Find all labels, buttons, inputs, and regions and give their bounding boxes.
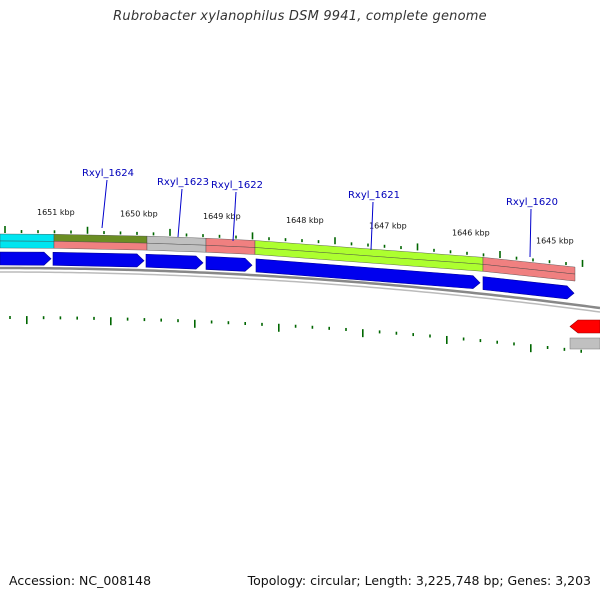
feature-band-lower <box>0 240 55 249</box>
cds-arrow <box>145 253 204 270</box>
minus-strand-arrow <box>569 319 600 334</box>
gene-leader-line <box>529 208 532 258</box>
accession-text: Accession: NC_008148 <box>9 573 152 588</box>
backbone-line <box>0 266 600 310</box>
gene-label: Rxyl_1620 <box>506 197 558 208</box>
cds-arrow <box>255 258 481 289</box>
map-title: Rubrobacter xylanophilus DSM 9941, compl… <box>113 9 487 24</box>
kbp-label: 1650 kbp <box>120 209 158 218</box>
gene-leader-line <box>370 201 374 251</box>
outer-tick-track <box>4 226 584 267</box>
kbp-label: 1646 kbp <box>452 228 490 237</box>
minus-strand-feature <box>569 337 600 350</box>
gene-label: Rxyl_1621 <box>348 190 400 201</box>
cds-arrow <box>482 276 575 300</box>
cds-arrow <box>0 251 52 266</box>
cds-track <box>0 251 575 300</box>
gene-leader-line <box>232 191 237 242</box>
gene-label: Rxyl_1623 <box>157 177 209 188</box>
feature-track <box>0 233 576 282</box>
gene-label: Rxyl_1624 <box>82 168 134 179</box>
kbp-scale-labels: 1651 kbp 1650 kbp 1649 kbp 1648 kbp 1647 kbp… <box>37 208 574 246</box>
cds-arrow <box>205 256 253 272</box>
kbp-label: 1645 kbp <box>536 237 574 246</box>
gene-leader-line <box>101 179 108 229</box>
kbp-label: 1648 kbp <box>286 216 324 225</box>
inner-tick-track <box>9 316 583 353</box>
gene-leader-line <box>177 188 183 238</box>
backbone-line-shadow <box>0 271 600 313</box>
topology-text: Topology: circular; Length: 3,225,748 bp… <box>247 573 591 588</box>
feature-band-lower <box>482 264 576 282</box>
minus-strand-track <box>569 319 600 350</box>
kbp-label: 1651 kbp <box>37 208 75 217</box>
gene-label-group: Rxyl_1624 Rxyl_1623 Rxyl_1622 Rxyl_1621 Rxyl… <box>82 168 558 258</box>
feature-band-upper <box>0 233 55 242</box>
kbp-label: 1649 kbp <box>203 212 241 221</box>
gene-label: Rxyl_1622 <box>211 180 263 191</box>
kbp-label: 1647 kbp <box>369 222 407 231</box>
backbone-track <box>0 266 600 313</box>
cds-arrow <box>52 251 145 268</box>
